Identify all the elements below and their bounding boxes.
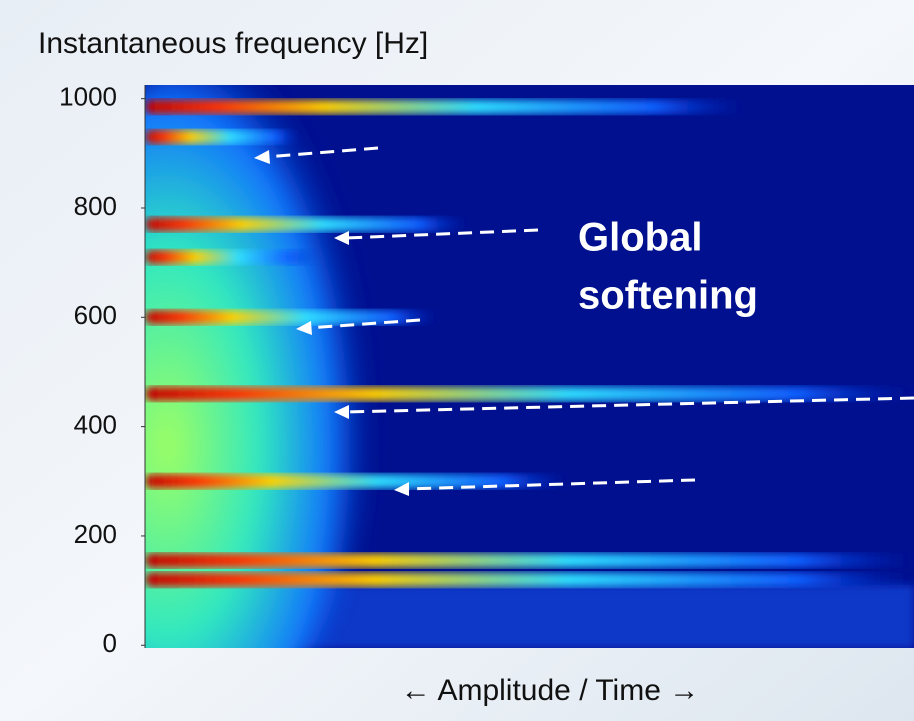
arrow-head: [334, 405, 349, 419]
arrow-head: [394, 482, 409, 496]
y-tick-label: 0: [103, 628, 117, 658]
arrow-head: [296, 321, 312, 335]
ridge: [145, 129, 299, 144]
y-tick-label: 1000: [59, 82, 117, 112]
arrow-heads: [254, 150, 409, 496]
ridge: [145, 310, 438, 325]
chart-title: Instantaneous frequency [Hz]: [38, 27, 428, 60]
arrow-line: [405, 478, 696, 491]
ridge: [145, 250, 315, 265]
y-tick-label: 600: [74, 300, 117, 330]
arrow-line: [307, 318, 421, 330]
arrow-head: [254, 150, 270, 164]
annotation: Global: [578, 216, 702, 260]
arrow-line: [345, 396, 914, 414]
arrow-line: [265, 146, 379, 159]
arrow-line: [345, 228, 539, 240]
ridge: [145, 553, 914, 568]
arrow-head: [334, 231, 349, 245]
x-axis-label: ← Amplitude / Time →: [401, 674, 699, 707]
ridge: [145, 474, 568, 489]
plot-area: [145, 85, 914, 648]
ridge: [145, 217, 468, 232]
y-tick-label: 800: [74, 191, 117, 221]
ridge: [145, 99, 745, 114]
y-tick-label: 400: [74, 410, 117, 440]
ridge: [145, 386, 914, 401]
annotation: softening: [578, 274, 758, 318]
ridge: [145, 572, 914, 587]
y-tick-label: 200: [74, 519, 117, 549]
arrows: [265, 146, 914, 491]
